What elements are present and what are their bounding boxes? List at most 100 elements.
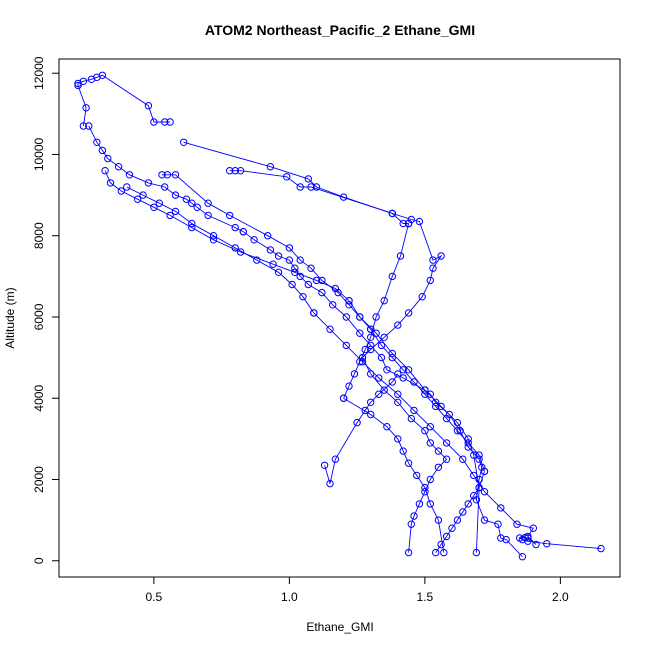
data-point — [144, 179, 153, 187]
data-point — [326, 479, 334, 488]
data-point — [475, 451, 483, 459]
data-point — [155, 199, 164, 207]
series-line — [362, 357, 448, 553]
data-point — [318, 288, 326, 297]
data-point — [188, 223, 196, 232]
data-point — [367, 325, 375, 333]
data-point — [266, 163, 275, 171]
data-point — [415, 500, 424, 508]
data-point — [394, 370, 402, 378]
data-point — [304, 280, 312, 289]
data-point — [442, 439, 451, 447]
data-point — [79, 77, 88, 86]
data-point — [480, 467, 489, 476]
data-point — [426, 276, 434, 285]
data-point — [470, 471, 478, 480]
data-point — [239, 228, 248, 236]
data-point — [394, 321, 402, 329]
series — [158, 171, 375, 333]
data-point — [434, 447, 443, 455]
data-point — [188, 219, 196, 228]
data-point — [380, 297, 388, 305]
data-point — [494, 520, 502, 528]
series-layer — [74, 71, 605, 561]
data-point — [372, 329, 380, 337]
data-point — [171, 171, 180, 179]
data-point — [437, 402, 445, 411]
data-point — [415, 217, 424, 226]
y-axis: 0 2000 4000 6000 8000 10000 12000 — [32, 56, 60, 564]
data-point — [380, 386, 388, 394]
data-point — [404, 548, 413, 557]
data-point — [171, 191, 180, 199]
data-point — [329, 301, 337, 309]
series-line — [229, 170, 409, 224]
data-point — [253, 256, 261, 264]
series-line — [424, 389, 523, 558]
x-tick-label: 1.5 — [417, 590, 434, 604]
series — [345, 297, 483, 557]
data-point — [231, 223, 239, 232]
data-point — [274, 268, 283, 276]
data-point — [383, 423, 391, 431]
data-point — [442, 414, 451, 423]
data-point — [410, 512, 418, 520]
data-point — [453, 516, 462, 524]
series — [226, 167, 413, 228]
data-point — [418, 293, 426, 301]
data-point — [388, 353, 396, 362]
x-tick-label: 0.5 — [146, 590, 163, 604]
data-point — [388, 209, 396, 218]
data-point — [158, 171, 166, 179]
data-point — [383, 366, 391, 374]
x-axis: 0.5 1.0 1.5 2.0 — [146, 576, 569, 604]
data-point — [404, 459, 413, 467]
data-point — [283, 173, 291, 181]
data-point — [296, 272, 304, 281]
data-point — [193, 203, 201, 212]
data-point — [464, 435, 472, 443]
data-point — [399, 447, 407, 455]
data-point — [432, 402, 440, 411]
data-point — [394, 390, 402, 398]
data-point — [296, 256, 304, 264]
y-tick-label: 8000 — [32, 222, 46, 249]
data-point — [204, 199, 212, 207]
data-point — [516, 534, 524, 542]
data-point — [367, 410, 375, 419]
data-point — [188, 199, 196, 207]
data-point — [98, 146, 107, 155]
data-point — [396, 252, 405, 260]
data-point — [529, 524, 537, 532]
data-point — [161, 118, 169, 126]
series-line — [162, 174, 372, 330]
series — [432, 467, 489, 557]
data-point — [453, 418, 462, 427]
series-line — [348, 300, 480, 553]
data-point — [150, 203, 158, 212]
data-point — [367, 333, 375, 341]
data-point — [231, 167, 239, 175]
data-point — [182, 195, 191, 203]
data-point — [399, 219, 407, 228]
data-point — [367, 398, 375, 406]
data-point — [356, 329, 364, 337]
data-point — [331, 284, 340, 293]
data-point — [518, 553, 527, 561]
y-tick-label: 0 — [32, 557, 46, 564]
data-point — [236, 167, 245, 175]
data-point — [98, 71, 107, 80]
data-point — [532, 540, 540, 549]
data-point — [597, 544, 605, 553]
data-point — [307, 264, 315, 272]
data-point — [350, 370, 359, 378]
data-point — [434, 516, 443, 524]
data-point — [339, 394, 348, 402]
data-point — [448, 524, 456, 532]
data-point — [358, 358, 367, 366]
data-point — [388, 349, 396, 358]
data-point — [367, 345, 375, 354]
data-point — [304, 175, 312, 183]
data-point — [296, 183, 304, 191]
y-axis-label: Altitude (m) — [3, 287, 17, 348]
